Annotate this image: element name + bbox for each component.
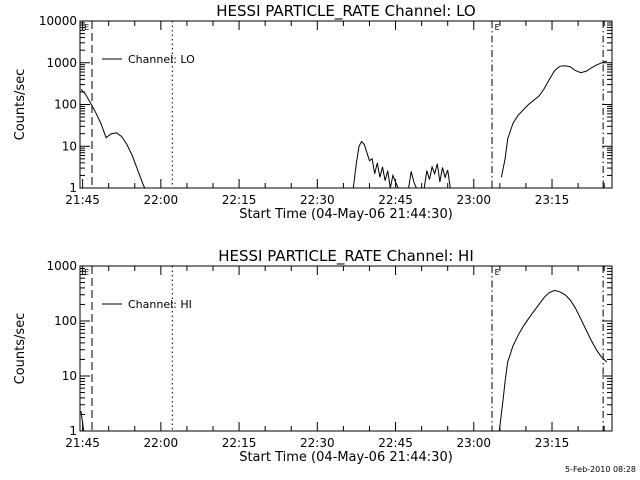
x-tick-label: 22:15 — [222, 436, 257, 450]
x-tick-label: 22:15 — [222, 193, 257, 207]
event-marker-label: E — [84, 268, 89, 277]
y-tick-label: 10 — [62, 139, 77, 153]
series-line-segment — [423, 163, 451, 189]
event-marker-label: E — [495, 23, 500, 32]
y-axis-label: Counts/sec — [13, 69, 28, 141]
event-marker-label: E — [495, 268, 500, 277]
series-line-segment — [80, 411, 85, 432]
x-axis-label: Start Time (04-May-06 21:44:30) — [239, 450, 453, 465]
y-tick-label: 1 — [69, 181, 77, 195]
series-line-segment — [500, 60, 607, 178]
panel-hi: HESSI PARTICLE_RATE Channel: HI 21:45 22:0… — [13, 247, 613, 465]
legend-label: Channel: HI — [128, 298, 192, 311]
x-tick-label: 22:45 — [378, 193, 413, 207]
x-tick-label: 22:30 — [300, 193, 335, 207]
x-tick-label: 23:00 — [456, 193, 491, 207]
y-axis-label: Counts/sec — [13, 313, 28, 385]
x-tick-label: 23:15 — [535, 436, 570, 450]
y-tick-label: 10 — [62, 369, 77, 383]
x-tick-label: 22:45 — [378, 436, 413, 450]
series-line-segment — [80, 89, 146, 189]
x-tick-label: 21:45 — [65, 436, 100, 450]
chart-title: HESSI PARTICLE_RATE Channel: LO — [216, 2, 475, 21]
x-tick-label: 22:30 — [300, 436, 335, 450]
y-tick-label: 1000 — [46, 56, 77, 70]
event-marker-label: E — [84, 23, 89, 32]
chart-title: HESSI PARTICLE_RATE Channel: HI — [218, 247, 474, 266]
panel-lo: HESSI PARTICLE_RATE Channel: LO 21:45 22:0… — [13, 2, 613, 222]
x-tick-label: 23:00 — [456, 436, 491, 450]
x-tick-label: 23:15 — [535, 193, 570, 207]
series-line-segment — [498, 289, 608, 432]
series-line-segment — [352, 140, 399, 189]
y-tick-label: 10000 — [39, 14, 77, 28]
x-tick-label: 22:00 — [144, 193, 179, 207]
y-tick-label: 100 — [54, 314, 77, 328]
plot-frame — [79, 265, 613, 432]
y-tick-label: 1 — [69, 424, 77, 438]
plot-frame — [79, 20, 613, 189]
y-tick-label: 1000 — [46, 259, 77, 273]
x-tick-label: 22:00 — [144, 436, 179, 450]
x-tick-label: 21:45 — [65, 193, 100, 207]
series-line-segment — [408, 171, 417, 189]
x-axis-label: Start Time (04-May-06 21:44:30) — [239, 207, 453, 222]
y-tick-label: 100 — [54, 98, 77, 112]
footer-date: 5-Feb-2010 08:28 — [565, 465, 636, 474]
legend-label: Channel: LO — [128, 53, 195, 66]
